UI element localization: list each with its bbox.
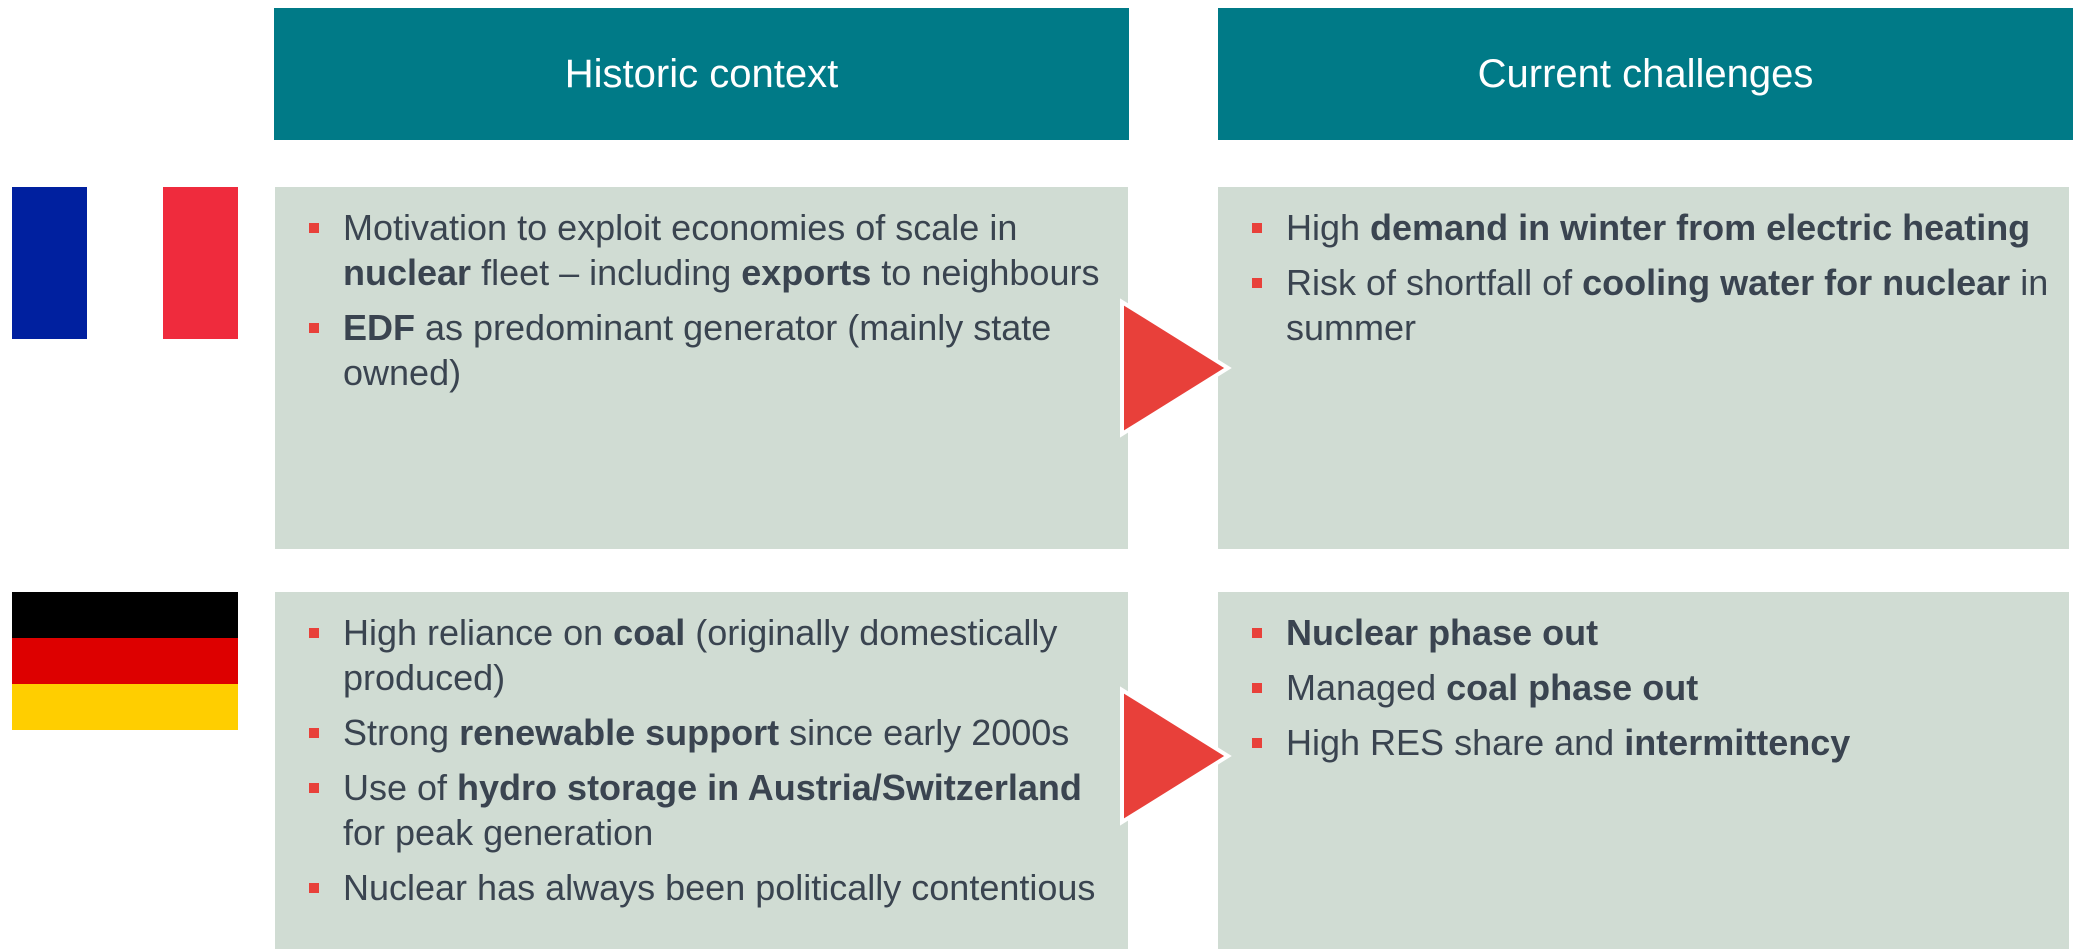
bullet: Nuclear phase out: [1252, 610, 2059, 655]
text: Motivation to exploit economies of scale…: [343, 207, 1018, 248]
text: in summer: [1286, 262, 2049, 348]
bullet-marker: [309, 323, 319, 333]
bullet-marker: [1252, 278, 1262, 288]
bullet: EDF as predominant generator (mainly sta…: [309, 305, 1118, 395]
arrow: [1120, 298, 1232, 438]
bold-text: intermittency: [1624, 722, 1851, 763]
text: as predominant generator (mainly state o…: [343, 307, 1052, 393]
bullet: Use of hydro storage in Austria/Switzerl…: [309, 765, 1118, 855]
bullet: Nuclear has always been politically cont…: [309, 865, 1118, 910]
bold-text: exports: [741, 252, 872, 293]
box-historic: High reliance on coal (originally domest…: [275, 592, 1128, 949]
text: (originally domestically produced): [343, 612, 1058, 698]
bold-text: hydro storage in Austria/Switzerland: [457, 767, 1082, 808]
header-challenges: Current challenges: [1218, 8, 2073, 140]
box-historic: Motivation to exploit economies of scale…: [275, 187, 1128, 549]
text: High: [1286, 207, 1371, 248]
arrow: [1120, 686, 1232, 826]
bullet: Strong renewable support since early 200…: [309, 710, 1118, 755]
bullet-marker: [309, 783, 319, 793]
bold-text: coal phase out: [1446, 667, 1699, 708]
text: High reliance on: [343, 612, 614, 653]
text: fleet – including: [471, 252, 742, 293]
text: since early 2000s: [779, 712, 1070, 753]
bold-text: EDF: [343, 307, 415, 348]
box-challenges: Nuclear phase out Managed coal phase out H…: [1218, 592, 2069, 949]
text: Managed: [1286, 667, 1447, 708]
bold-text: coal: [613, 612, 686, 653]
text: Use of: [343, 767, 458, 808]
bullet-marker: [1252, 223, 1262, 233]
bullet-marker: [309, 223, 319, 233]
box-challenges: High demand in winter from electric heat…: [1218, 187, 2069, 549]
flag-france: [12, 187, 238, 339]
header-historic: Historic context: [274, 8, 1129, 140]
text: Nuclear has always been politically cont…: [343, 867, 1096, 908]
bullet: Risk of shortfall of cooling water for n…: [1252, 260, 2059, 350]
bullet-marker: [1252, 628, 1262, 638]
bullet: High RES share and intermittency: [1252, 720, 2059, 765]
bullet-marker: [309, 883, 319, 893]
text: High RES share and: [1286, 722, 1625, 763]
bold-text: cooling water for nuclear: [1582, 262, 2011, 303]
bullet-marker: [309, 628, 319, 638]
text: Strong: [343, 712, 460, 753]
bullet-marker: [309, 728, 319, 738]
bold-text: nuclear: [343, 252, 472, 293]
bullet: High demand in winter from electric heat…: [1252, 205, 2059, 250]
bold-text: demand in winter from electric heating: [1370, 207, 2031, 248]
text: Risk of shortfall of: [1286, 262, 1583, 303]
flag-germany: [12, 592, 238, 730]
bullet: Managed coal phase out: [1252, 665, 2059, 710]
bullet: Motivation to exploit economies of scale…: [309, 205, 1118, 295]
bullet: High reliance on coal (originally domest…: [309, 610, 1118, 700]
bold-text: Nuclear phase out: [1286, 612, 1599, 653]
bold-text: renewable support: [459, 712, 780, 753]
bullet-marker: [1252, 683, 1262, 693]
bullet-marker: [1252, 738, 1262, 748]
text: to neighbours: [871, 252, 1100, 293]
text: for peak generation: [343, 812, 654, 853]
